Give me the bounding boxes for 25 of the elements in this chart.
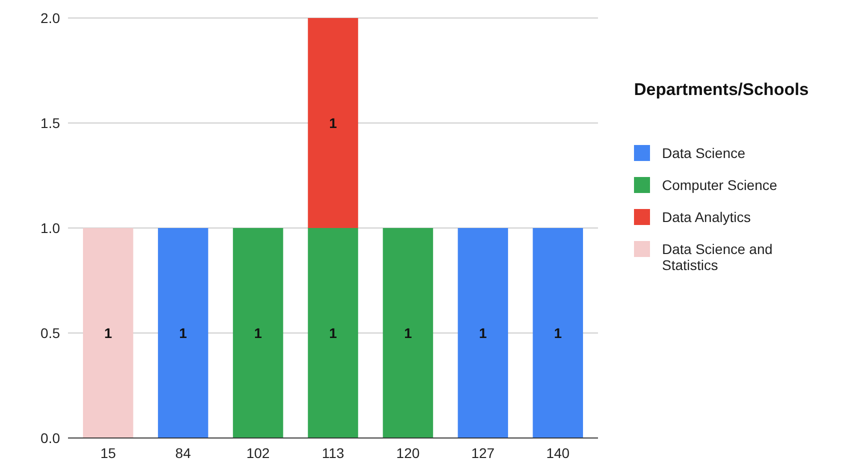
- x-tick-label: 127: [471, 445, 495, 461]
- data-label: 1: [179, 324, 188, 341]
- data-label: 1: [329, 114, 338, 131]
- y-tick-label: 0.0: [40, 430, 60, 446]
- data-label: 1: [554, 324, 562, 341]
- x-tick-label: 102: [246, 445, 270, 461]
- y-tick-label: 1.0: [40, 220, 60, 236]
- legend-label: Data Science and Statistics: [662, 240, 773, 273]
- x-tick-label: 140: [546, 445, 570, 461]
- data-label: 1: [404, 324, 412, 341]
- x-tick-label: 120: [396, 445, 420, 461]
- x-tick-label: 113: [322, 445, 344, 461]
- data-label: 1: [479, 324, 488, 341]
- x-tick-label: 84: [175, 445, 192, 461]
- legend-title: Departments/Schools: [634, 80, 809, 99]
- y-tick-label: 1.5: [40, 114, 60, 131]
- data-label: 1: [329, 324, 338, 341]
- y-tick-label: 2.0: [40, 10, 60, 26]
- legend-label: Data Analytics: [662, 208, 751, 225]
- legend-label: Data Science: [662, 144, 746, 161]
- data-label: 1: [104, 324, 112, 341]
- data-label: 1: [254, 324, 262, 341]
- legend-label: Computer Science: [662, 176, 778, 193]
- x-tick-label: 15: [100, 445, 116, 461]
- y-tick-label: 0.5: [40, 324, 60, 341]
